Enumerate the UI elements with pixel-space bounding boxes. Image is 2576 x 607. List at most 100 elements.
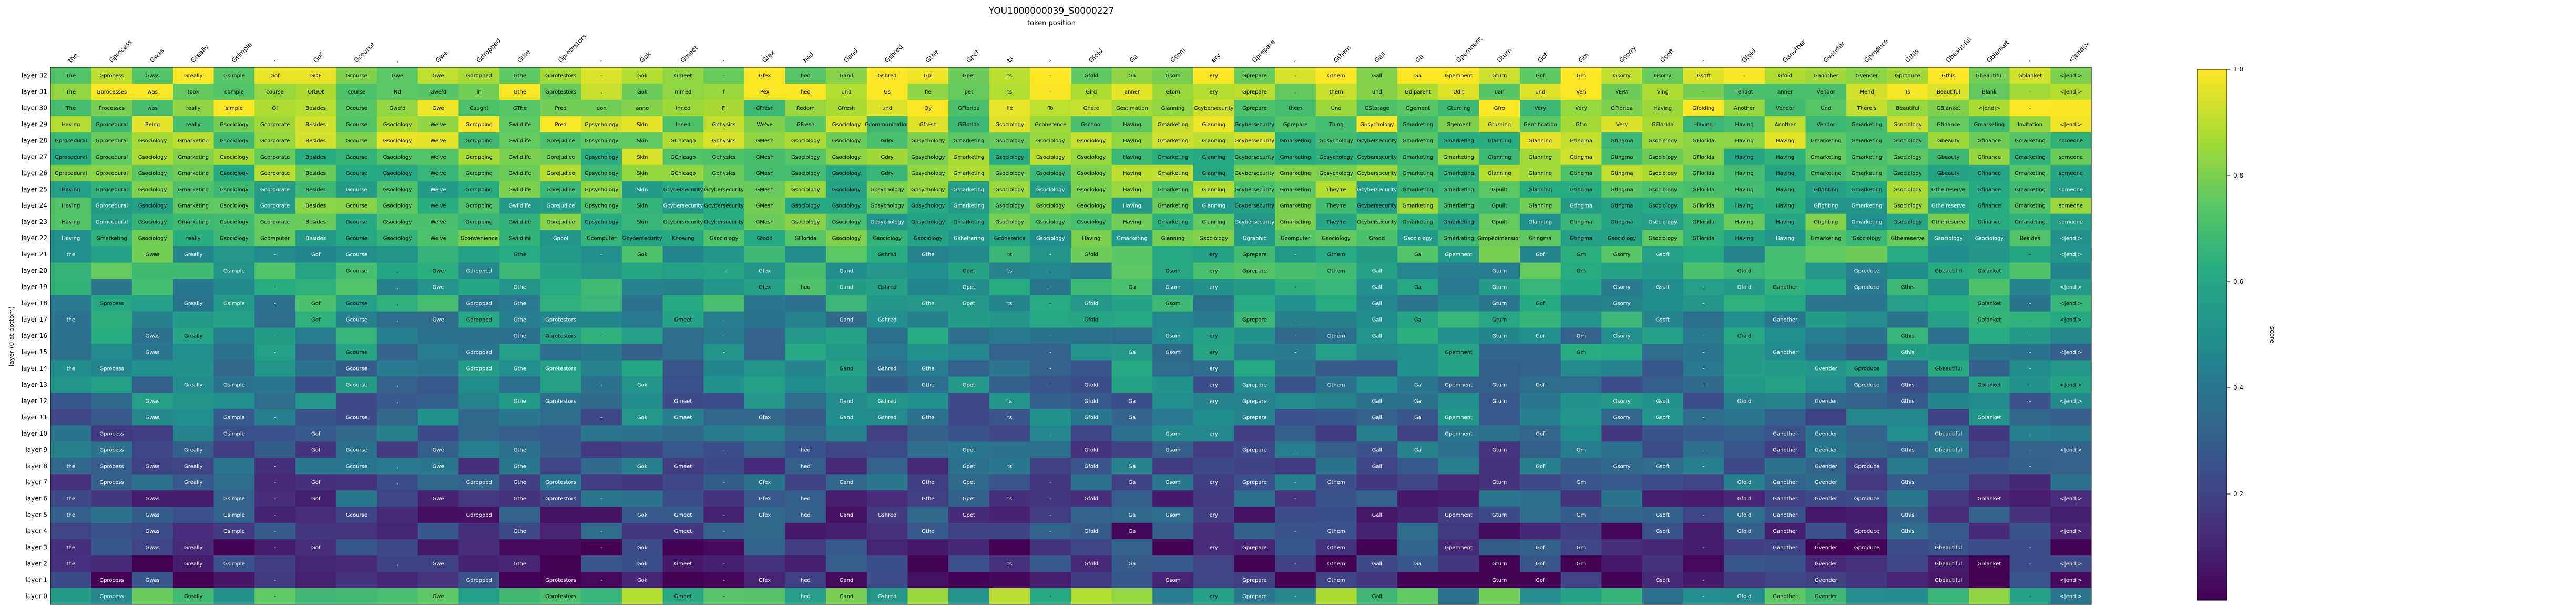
heatmap-cell (785, 132, 826, 149)
heatmap-cell (744, 67, 786, 84)
cell-label: Gpl (924, 73, 933, 79)
cell-label: Gwildlife (508, 236, 531, 242)
heatmap-cell (1887, 458, 1928, 475)
cell-label: ts (1007, 464, 1012, 469)
heatmap-cell (1397, 83, 1439, 100)
cell-label: Gsociology (1648, 203, 1677, 209)
cell-label: Gsom (1166, 269, 1181, 274)
heatmap-cell (132, 458, 173, 475)
cell-label: Gprotestors (545, 334, 576, 339)
y-tick-label: layer 7 (25, 479, 47, 486)
heatmap-cell (132, 441, 173, 458)
x-tick-label: Gwas (148, 47, 166, 64)
heatmap-cell (1111, 148, 1153, 166)
heatmap-cell (1560, 295, 1602, 312)
cell-label: <|end|> (2060, 285, 2082, 291)
cell-label: pet (965, 89, 974, 95)
heatmap-cell (540, 197, 581, 214)
cell-label: Gvender (1815, 496, 1838, 502)
heatmap-cell (417, 99, 459, 117)
x-tick-label: Gpet (965, 48, 981, 65)
heatmap-cell (50, 555, 92, 572)
cell-label: - (1703, 415, 1705, 420)
heatmap-cell (91, 116, 132, 133)
heatmap-cell (1193, 83, 1235, 100)
cell-label: - (1294, 317, 1296, 323)
heatmap-cell (1397, 572, 1439, 589)
y-tick-label: layer 5 (25, 511, 47, 519)
heatmap-cell (1642, 246, 1684, 263)
heatmap-cell (254, 197, 296, 214)
cell-label: Gmarketing (1443, 138, 1474, 144)
heatmap-cell (1193, 572, 1235, 589)
heatmap-cell (1969, 181, 2010, 198)
heatmap-cell (2009, 425, 2051, 442)
heatmap-cell (1356, 523, 1398, 540)
heatmap-cell (458, 523, 500, 540)
heatmap-cell (1520, 132, 1561, 149)
x-tick-label: Gprocess (108, 38, 134, 64)
heatmap-cell (213, 295, 255, 312)
heatmap-cell (1030, 409, 1071, 426)
heatmap-cell (1805, 83, 1847, 100)
cell-label: Glanning (1161, 106, 1185, 111)
heatmap-cell (2009, 393, 2051, 409)
heatmap-cell (336, 474, 377, 491)
heatmap-cell (1030, 99, 1071, 117)
cell-label: - (600, 73, 602, 79)
cell-label: - (274, 512, 276, 518)
heatmap-cell (213, 409, 255, 426)
heatmap-cell (1683, 164, 1724, 182)
colorbar-gradient (2197, 69, 2227, 601)
heatmap-cell (1315, 360, 1357, 377)
cell-label: Gturn (1492, 301, 1507, 307)
heatmap-cell (1315, 393, 1357, 409)
heatmap-cell (1479, 507, 1520, 523)
cell-label: Gturning (1447, 106, 1470, 111)
heatmap-cell (1152, 67, 1194, 84)
heatmap-cell (703, 181, 745, 198)
heatmap-cell (744, 458, 786, 475)
cell-label: Having (62, 203, 80, 209)
cell-label: Gpemnent (1445, 415, 1473, 420)
heatmap-cell (540, 246, 581, 263)
heatmap-cell (417, 83, 459, 100)
cell-label: Gsimple (223, 73, 245, 79)
heatmap-cell (1234, 393, 1275, 409)
heatmap-cell (1887, 344, 1928, 361)
heatmap-cell (1969, 311, 2010, 328)
heatmap-cell (1479, 213, 1520, 231)
heatmap-cell (581, 295, 622, 312)
cell-label: Glanning (1528, 171, 1552, 177)
heatmap-cell (1560, 572, 1602, 589)
y-tick-label: layer 9 (25, 446, 47, 454)
cell-label: - (723, 334, 725, 339)
heatmap-cell (458, 425, 500, 442)
heatmap-cell (1928, 539, 1969, 556)
cell-label: Gsociology (383, 138, 412, 144)
cell-label: Gok (637, 512, 648, 518)
heatmap-cell (866, 572, 908, 589)
heatmap-cell (254, 344, 296, 361)
heatmap-cell (785, 507, 826, 523)
heatmap-cell (826, 279, 867, 296)
cell-label: Having (1123, 171, 1141, 177)
heatmap-cell (1234, 83, 1275, 100)
heatmap-cell (2009, 279, 2051, 296)
heatmap-cell (254, 572, 296, 589)
cell-label: - (1049, 349, 1051, 355)
heatmap-cell (744, 376, 786, 393)
cell-label: Gprotestors (545, 366, 576, 372)
heatmap-cell (1887, 164, 1928, 182)
heatmap-cell (499, 83, 541, 100)
cell-label: Gwas (145, 398, 159, 404)
heatmap-cell (499, 67, 541, 84)
heatmap-cell (1560, 213, 1602, 231)
heatmap-cell (1520, 262, 1561, 280)
heatmap-cell (1846, 148, 1888, 166)
x-tick-label: Gvender (1822, 40, 1846, 64)
heatmap-cell (540, 474, 581, 491)
heatmap-cell (1152, 344, 1194, 361)
heatmap-cell (295, 116, 336, 133)
heatmap-cell (50, 572, 92, 589)
